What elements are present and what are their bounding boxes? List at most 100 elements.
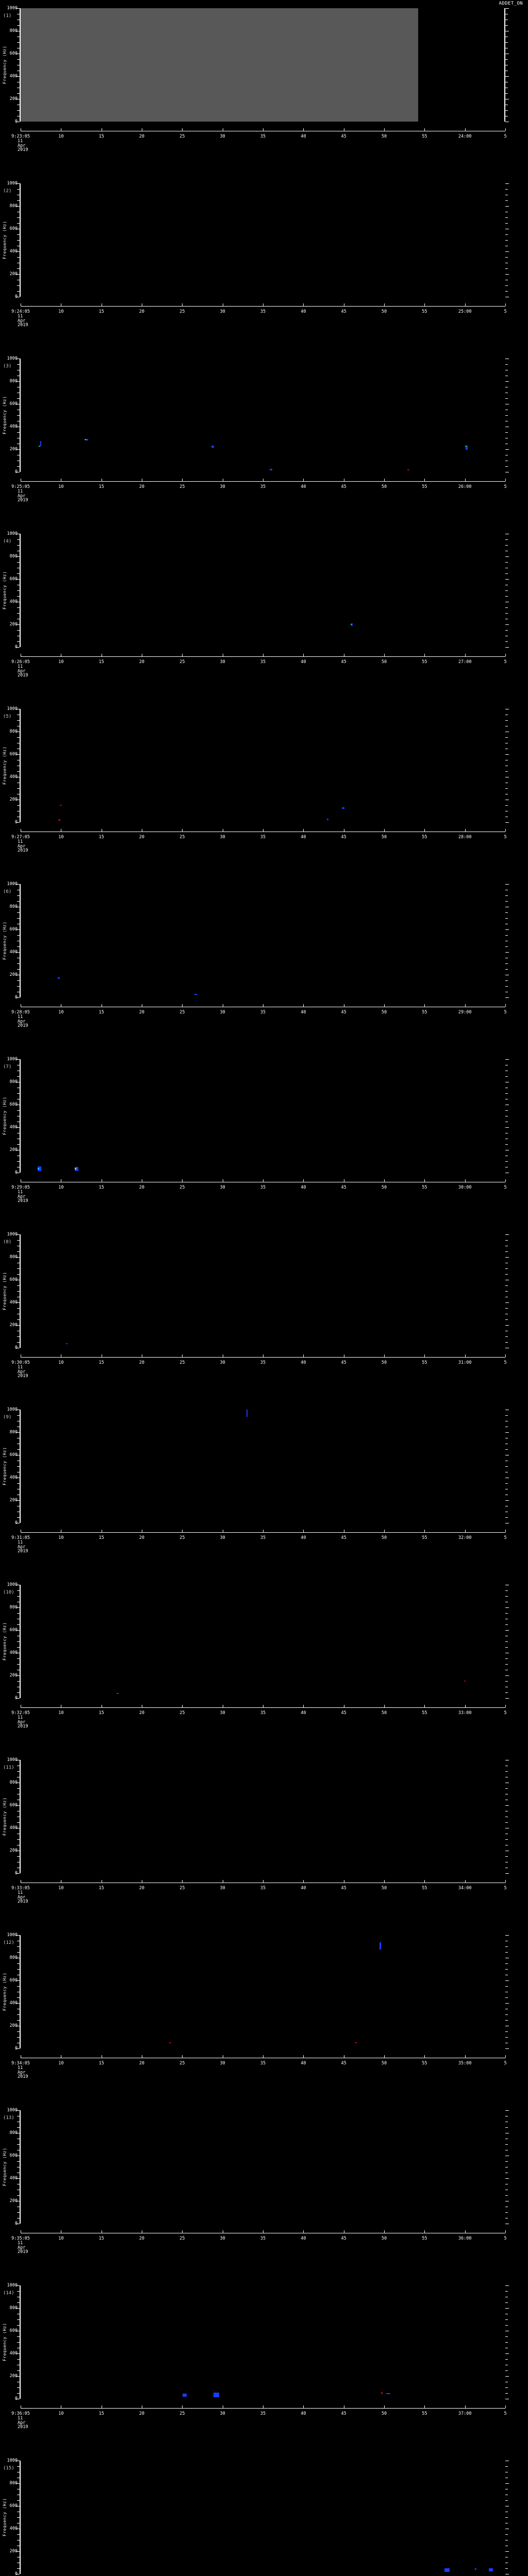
x-tick-label: 35 [260, 1886, 266, 1891]
y-axis-tick [505, 590, 508, 591]
y-axis-tick [505, 2336, 508, 2337]
x-tick-label: 25 [179, 309, 185, 314]
x-tick-label: 50 [381, 484, 387, 489]
y-axis-tick [505, 986, 508, 987]
y-axis-tick [505, 1630, 509, 1631]
detection-mark [444, 2568, 450, 2572]
plot-area[interactable] [21, 2110, 505, 2224]
x-axis-tick [505, 2055, 506, 2058]
y-axis-tick [17, 2302, 20, 2303]
y-axis-tick [505, 1240, 508, 1241]
y-tick-label: 400 [9, 774, 18, 779]
plot-area[interactable] [21, 1760, 505, 1873]
y-axis-tick [17, 2517, 20, 2518]
x-axis-date: 11 Apr 2019 [18, 314, 90, 328]
figure-title: ADDET_ON [499, 1, 523, 6]
x-tick-label: 5 [504, 835, 507, 840]
y-axis-tick [16, 1607, 20, 1608]
x-tick-label: 50 [381, 1360, 387, 1365]
x-tick-labels: 9:26:05 10 15 20 25 30 35 40 45 50 55 27:00 5 [0, 659, 528, 666]
y-axis-tick [16, 1234, 20, 1235]
x-axis-ticks [21, 829, 506, 835]
x-axis-date: 11 Apr 2019 [18, 1190, 90, 1204]
y-axis-tick [17, 1285, 20, 1286]
y-axis-tick [16, 381, 20, 382]
y-axis-tick [17, 720, 20, 721]
x-tick-label: 40 [301, 659, 306, 665]
plot-area[interactable] [21, 1935, 505, 2048]
y-axis-tick [17, 2325, 20, 2326]
x-axis-tick [505, 2405, 506, 2408]
x-axis-tick [384, 1530, 385, 1532]
x-tick-labels: 9:36:05 10 15 20 25 30 35 40 45 50 55 37:00 5 [0, 2411, 528, 2417]
y-axis-tick [505, 1268, 508, 1269]
x-tick-label: 20 [139, 1710, 145, 1716]
y-axis-tick [17, 613, 20, 614]
x-axis-tick [424, 128, 425, 131]
x-axis-date: 11 Apr 2019 [18, 2066, 90, 2079]
y-axis-tick [17, 1415, 20, 1416]
x-axis-tick [465, 479, 466, 481]
x-tick-label: 40 [301, 134, 306, 139]
y-axis-tick [16, 251, 20, 252]
x-tick-label: 55 [422, 1886, 427, 1891]
detection-mark [85, 439, 89, 441]
plot-area[interactable] [21, 1059, 505, 1173]
x-tick-label: 9:32:05 [11, 1710, 30, 1716]
y-axis-tick [505, 1291, 508, 1292]
panel-index-label: (12) [3, 1940, 14, 1945]
y-axis-tick [17, 1856, 20, 1857]
x-tick-label: 20 [139, 484, 145, 489]
y-axis-tick [17, 285, 20, 286]
plot-area[interactable] [21, 1234, 505, 1348]
y-axis-tick [16, 2353, 20, 2354]
detection-mark [246, 1410, 248, 1417]
y-tick-label: 800 [9, 729, 18, 734]
x-tick-label: 45 [341, 659, 346, 665]
y-axis-tick [505, 1415, 508, 1416]
plot-area[interactable] [21, 8, 505, 122]
x-tick-label: 55 [422, 2236, 427, 2241]
y-axis-tick [505, 200, 508, 201]
x-axis-tick [424, 1179, 425, 1182]
x-tick-label: 55 [422, 1710, 427, 1716]
plot-area[interactable] [21, 1410, 505, 1523]
plot-area[interactable] [21, 2285, 505, 2399]
x-tick-label: 35:00 [458, 2061, 472, 2066]
y-axis-tick [505, 8, 509, 9]
y-axis-tick [17, 2393, 20, 2394]
x-axis-spine [21, 656, 505, 657]
plot-area[interactable] [21, 1585, 505, 1698]
x-tick-label: 30 [220, 1185, 225, 1190]
x-axis-spine [21, 306, 505, 307]
y-tick-labels: 02004006008001000 [0, 531, 19, 650]
x-tick-label: 5 [504, 309, 507, 314]
y-axis-tick [505, 1839, 508, 1840]
plot-area[interactable] [21, 884, 505, 997]
plot-area[interactable] [21, 183, 505, 297]
x-axis-tick [424, 2230, 425, 2233]
panel-index-label: (2) [3, 189, 12, 194]
x-axis-spine [21, 2408, 505, 2409]
x-tick-label: 20 [139, 1886, 145, 1891]
plot-area[interactable] [21, 359, 505, 472]
y-tick-label: 600 [9, 401, 18, 406]
y-tick-label: 400 [9, 1650, 18, 1655]
x-axis-tick [303, 1179, 304, 1182]
x-tick-label: 30 [220, 2236, 225, 2241]
x-tick-label: 5 [504, 134, 507, 139]
plot-area[interactable] [21, 709, 505, 822]
y-axis-left-spine [16, 2285, 21, 2399]
y-axis-tick [16, 556, 20, 557]
x-tick-label: 40 [301, 1710, 306, 1716]
x-axis-date-line: 2019 [18, 673, 28, 678]
x-axis-date-line: 2019 [18, 848, 28, 853]
y-tick-labels: 02004006008001000 [0, 2458, 19, 2576]
x-axis-tick [384, 2405, 385, 2408]
y-tick-label: 1000 [7, 2283, 18, 2288]
plot-area[interactable] [21, 534, 505, 647]
y-axis-tick [505, 607, 508, 608]
y-axis-tick [505, 110, 508, 111]
plot-area[interactable] [21, 2461, 505, 2574]
y-axis-tick [505, 398, 508, 399]
